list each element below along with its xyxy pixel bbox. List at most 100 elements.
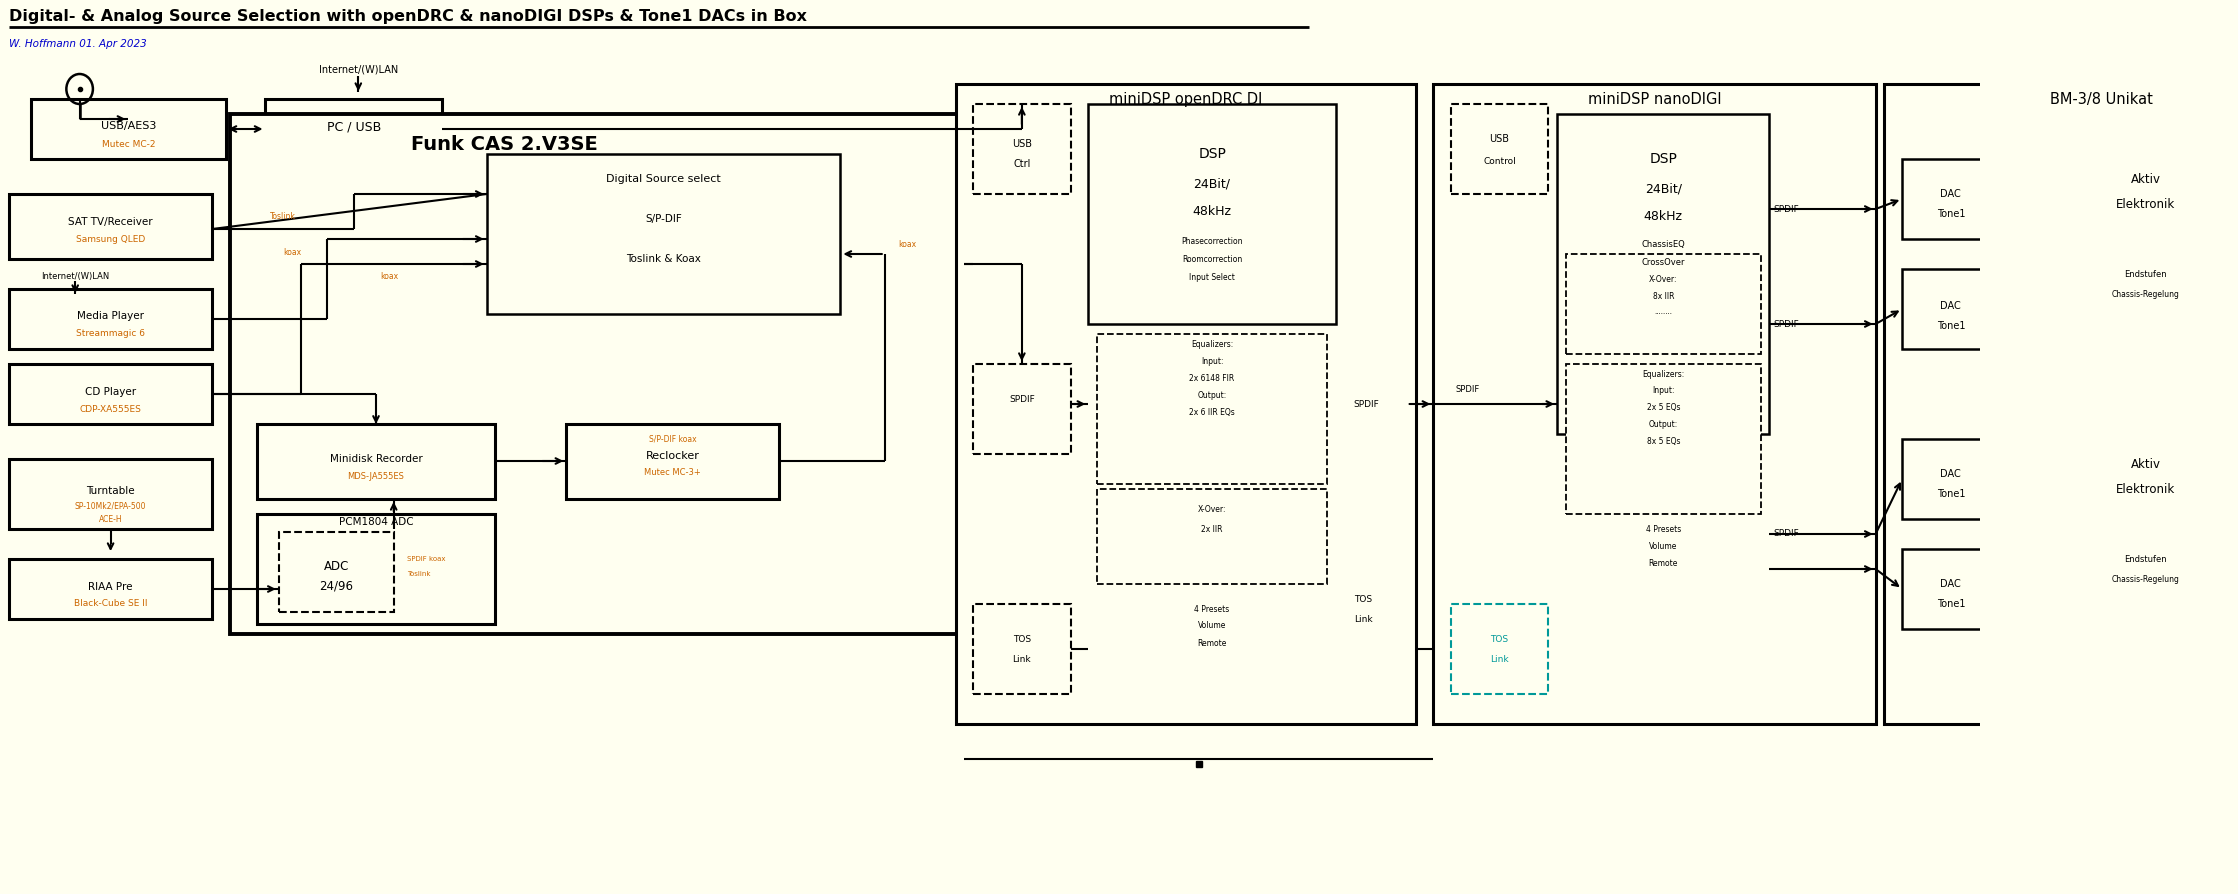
Text: Link: Link [1012, 654, 1032, 663]
FancyBboxPatch shape [1097, 489, 1327, 584]
Text: Digital- & Analog Source Selection with openDRC & nanoDIGI DSPs & Tone1 DACs in : Digital- & Analog Source Selection with … [9, 9, 808, 23]
Text: Chassis-Regelung: Chassis-Regelung [2110, 575, 2180, 584]
Text: Samsung QLED: Samsung QLED [76, 234, 145, 243]
Text: Funk CAS 2.V3SE: Funk CAS 2.V3SE [412, 134, 598, 154]
Text: Reclocker: Reclocker [645, 451, 698, 461]
Text: Endstufen: Endstufen [2124, 554, 2166, 563]
FancyBboxPatch shape [1884, 84, 2238, 724]
Text: Equalizers:: Equalizers: [1643, 369, 1685, 378]
FancyBboxPatch shape [9, 364, 213, 424]
Text: Internet/(W)LAN: Internet/(W)LAN [318, 64, 398, 74]
Text: X-Over:: X-Over: [1197, 504, 1226, 513]
Text: Tone1: Tone1 [1936, 321, 1965, 331]
Text: SPDIF: SPDIF [1009, 394, 1034, 403]
FancyBboxPatch shape [1567, 364, 1761, 514]
Text: Toslink: Toslink [407, 571, 430, 577]
FancyBboxPatch shape [974, 604, 1070, 694]
Text: 2x 6 IIR EQs: 2x 6 IIR EQs [1188, 408, 1235, 417]
Text: CrossOver: CrossOver [1640, 257, 1685, 266]
FancyBboxPatch shape [956, 84, 1417, 724]
Text: Input:: Input: [1652, 385, 1674, 394]
FancyBboxPatch shape [486, 154, 841, 314]
Text: Remote: Remote [1197, 639, 1226, 648]
Text: DAC: DAC [1940, 469, 1960, 479]
Text: TOS: TOS [1354, 595, 1372, 603]
FancyBboxPatch shape [1097, 334, 1327, 484]
Text: PCM1804 ADC: PCM1804 ADC [338, 517, 414, 527]
Text: ACE-H: ACE-H [98, 515, 123, 524]
FancyBboxPatch shape [231, 114, 965, 634]
FancyBboxPatch shape [2052, 114, 2238, 384]
Text: S/P-DIF koax: S/P-DIF koax [649, 434, 696, 443]
Text: DAC: DAC [1940, 189, 1960, 199]
Text: koax: koax [897, 240, 915, 249]
FancyBboxPatch shape [974, 364, 1070, 454]
Text: TOS: TOS [1491, 635, 1508, 644]
Text: koax: koax [282, 248, 302, 257]
Text: Mutec MC-3+: Mutec MC-3+ [645, 468, 700, 477]
Text: DSP: DSP [1649, 152, 1676, 166]
Text: RIAA Pre: RIAA Pre [87, 582, 132, 592]
Text: PC / USB: PC / USB [327, 121, 380, 133]
Text: Internet/(W)LAN: Internet/(W)LAN [40, 272, 110, 281]
Text: 2x 5 EQs: 2x 5 EQs [1647, 402, 1681, 411]
FancyBboxPatch shape [257, 424, 495, 499]
Text: SPDIF koax: SPDIF koax [407, 556, 445, 562]
Text: 8x 5 EQs: 8x 5 EQs [1647, 436, 1681, 445]
Text: 24Bit/: 24Bit/ [1193, 178, 1231, 190]
FancyBboxPatch shape [1902, 269, 1999, 349]
Text: Equalizers:: Equalizers: [1191, 340, 1233, 349]
Text: miniDSP openDRC DI: miniDSP openDRC DI [1108, 91, 1262, 106]
Text: DAC: DAC [1940, 301, 1960, 311]
Text: BM-3/8 Unikat: BM-3/8 Unikat [2050, 91, 2153, 106]
Text: Endstufen: Endstufen [2124, 269, 2166, 279]
Text: Link: Link [1354, 614, 1372, 623]
Text: Elektronik: Elektronik [2115, 483, 2175, 495]
Text: Media Player: Media Player [76, 311, 143, 321]
Text: SAT TV/Receiver: SAT TV/Receiver [69, 217, 152, 227]
Text: ADC: ADC [325, 560, 349, 572]
FancyBboxPatch shape [2052, 414, 2238, 684]
FancyBboxPatch shape [1088, 104, 1336, 324]
Text: Streammagic 6: Streammagic 6 [76, 328, 145, 338]
Text: DAC: DAC [1940, 579, 1960, 589]
Text: DSP: DSP [1197, 147, 1226, 161]
Text: Ctrl: Ctrl [1014, 159, 1029, 169]
Text: Black-Cube SE II: Black-Cube SE II [74, 600, 148, 609]
FancyBboxPatch shape [9, 559, 213, 619]
FancyBboxPatch shape [9, 289, 213, 349]
Text: ........: ........ [1654, 309, 1672, 315]
Text: Digital Source select: Digital Source select [606, 174, 721, 184]
Text: 4 Presets: 4 Presets [1645, 525, 1681, 534]
Text: W. Hoffmann 01. Apr 2023: W. Hoffmann 01. Apr 2023 [9, 39, 148, 49]
Text: 24/96: 24/96 [320, 579, 354, 593]
Text: Turntable: Turntable [87, 486, 134, 496]
FancyBboxPatch shape [1450, 604, 1549, 694]
Text: SPDIF: SPDIF [1775, 319, 1799, 328]
Text: USB: USB [1491, 134, 1511, 144]
Text: Control: Control [1484, 156, 1515, 165]
FancyBboxPatch shape [1902, 549, 1999, 629]
Text: S/P-DIF: S/P-DIF [645, 214, 683, 224]
Text: Output:: Output: [1649, 419, 1678, 428]
FancyBboxPatch shape [974, 104, 1070, 194]
Text: SPDIF: SPDIF [1775, 529, 1799, 538]
Text: Volume: Volume [1197, 621, 1226, 630]
FancyBboxPatch shape [9, 194, 213, 259]
Text: Remote: Remote [1649, 559, 1678, 568]
Text: koax: koax [380, 272, 398, 281]
Text: X-Over:: X-Over: [1649, 274, 1678, 283]
FancyBboxPatch shape [257, 514, 495, 624]
Text: TOS: TOS [1014, 635, 1032, 644]
Text: SPDIF: SPDIF [1354, 400, 1379, 409]
Text: Aktiv: Aktiv [2131, 458, 2160, 470]
Text: Mutec MC-2: Mutec MC-2 [101, 139, 154, 148]
Text: Toslink: Toslink [271, 212, 295, 221]
Text: 4 Presets: 4 Presets [1195, 604, 1229, 613]
Text: CD Player: CD Player [85, 387, 137, 397]
FancyBboxPatch shape [1432, 84, 1875, 724]
Text: SP-10Mk2/EPA-500: SP-10Mk2/EPA-500 [74, 502, 145, 510]
FancyBboxPatch shape [280, 532, 394, 612]
Text: 2x 6148 FIR: 2x 6148 FIR [1188, 374, 1235, 383]
Text: 2x IIR: 2x IIR [1202, 525, 1222, 534]
